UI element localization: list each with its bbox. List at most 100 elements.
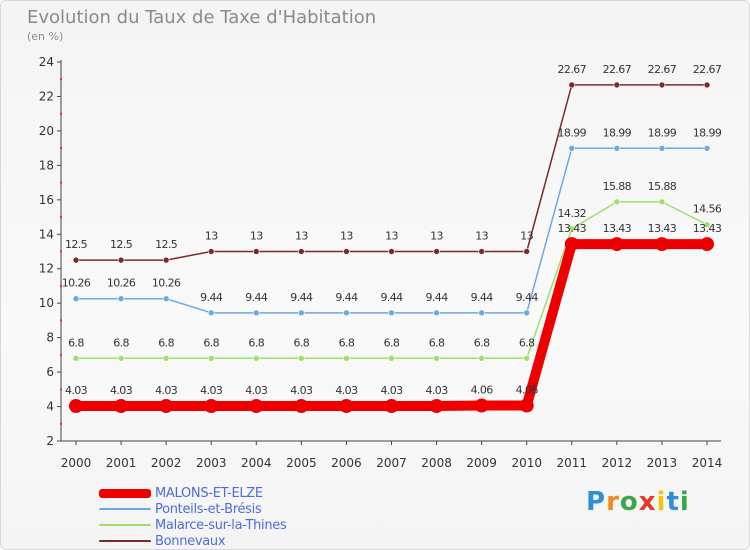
x-tick-label: 2008 bbox=[421, 456, 452, 470]
data-label: 4.03 bbox=[110, 384, 133, 397]
data-point bbox=[204, 399, 219, 414]
data-label: 4.03 bbox=[290, 384, 313, 397]
logo-letter: P bbox=[586, 487, 607, 517]
data-label: 10.26 bbox=[62, 277, 91, 290]
y-tick-label: 24 bbox=[39, 55, 54, 69]
data-point bbox=[117, 295, 125, 303]
y-minor-tick bbox=[60, 284, 62, 287]
data-label: 18.99 bbox=[693, 126, 722, 139]
data-label: 4.03 bbox=[380, 384, 403, 397]
x-tick-label: 2000 bbox=[61, 456, 92, 470]
legend-swatch bbox=[99, 488, 151, 498]
data-label: 6.8 bbox=[113, 336, 129, 349]
legend-swatch bbox=[99, 524, 151, 526]
data-point bbox=[69, 399, 83, 414]
data-label: 22.67 bbox=[558, 63, 587, 76]
data-label: 13 bbox=[250, 230, 263, 243]
data-point bbox=[249, 399, 264, 414]
data-label: 4.03 bbox=[200, 384, 223, 397]
legend-item-0: MALONS-ET-ELZE bbox=[99, 485, 286, 501]
x-tick-label: 2007 bbox=[376, 456, 407, 470]
data-label: 15.88 bbox=[648, 180, 677, 193]
y-minor-tick bbox=[60, 216, 62, 219]
data-label: 6.8 bbox=[158, 336, 174, 349]
data-point bbox=[252, 248, 260, 255]
y-minor-tick bbox=[60, 388, 62, 391]
x-tick-label: 2011 bbox=[557, 456, 588, 470]
data-label: 13 bbox=[295, 230, 308, 243]
x-tick-label: 2014 bbox=[692, 456, 723, 470]
legend-label: Ponteils-et-Brésis bbox=[155, 501, 262, 517]
data-point bbox=[162, 295, 170, 303]
data-label: 6.8 bbox=[384, 336, 400, 349]
x-tick-label: 2009 bbox=[466, 456, 497, 470]
data-label: 6.8 bbox=[248, 336, 264, 349]
y-minor-tick bbox=[60, 353, 62, 356]
data-point bbox=[564, 237, 579, 252]
data-point bbox=[568, 145, 576, 152]
legend-label: Malarce-sur-la-Thines bbox=[155, 517, 287, 533]
data-point bbox=[72, 256, 80, 264]
x-tick-label: 2013 bbox=[647, 456, 678, 470]
legend-label: MALONS-ET-ELZE bbox=[155, 485, 263, 501]
data-point bbox=[703, 221, 711, 228]
y-tick-label: 2 bbox=[46, 434, 54, 448]
data-point bbox=[703, 145, 711, 152]
y-minor-tick bbox=[60, 147, 62, 150]
legend-item-3: Bonnevaux bbox=[99, 533, 286, 549]
data-label: 12.5 bbox=[65, 238, 88, 251]
legend-swatch bbox=[99, 508, 151, 510]
chart-title: Evolution du Taux de Taxe d'Habitation bbox=[27, 7, 377, 28]
data-point bbox=[429, 399, 444, 414]
data-point bbox=[523, 309, 531, 317]
data-label: 13 bbox=[205, 230, 218, 243]
data-label: 9.44 bbox=[290, 291, 313, 304]
data-label: 13.43 bbox=[648, 222, 677, 235]
data-label: 6.8 bbox=[474, 336, 490, 349]
data-label: 13.43 bbox=[693, 222, 722, 235]
data-point bbox=[72, 355, 80, 362]
data-label: 9.44 bbox=[471, 291, 494, 304]
data-label: 6.8 bbox=[519, 336, 535, 349]
data-point bbox=[388, 248, 395, 255]
data-point bbox=[388, 355, 395, 362]
data-label: 22.67 bbox=[603, 63, 632, 76]
y-tick-label: 14 bbox=[39, 227, 54, 241]
legend-swatch bbox=[99, 540, 151, 542]
y-tick-label: 20 bbox=[39, 124, 54, 138]
data-label: 13.43 bbox=[558, 222, 587, 235]
data-point bbox=[478, 355, 485, 362]
data-point bbox=[478, 248, 485, 255]
data-label: 15.88 bbox=[603, 180, 632, 193]
data-point bbox=[609, 237, 624, 252]
y-tick-label: 22 bbox=[39, 89, 54, 103]
y-minor-tick bbox=[60, 112, 62, 115]
data-point bbox=[343, 248, 350, 255]
data-point bbox=[474, 398, 489, 413]
data-point bbox=[298, 355, 305, 362]
y-minor-tick bbox=[60, 422, 62, 425]
data-point bbox=[339, 399, 354, 414]
data-point bbox=[658, 145, 666, 152]
data-label: 13 bbox=[430, 230, 443, 243]
y-tick-label: 6 bbox=[46, 365, 54, 379]
data-point bbox=[252, 309, 260, 317]
data-point bbox=[433, 309, 440, 317]
data-label: 22.67 bbox=[693, 63, 722, 76]
data-label: 13 bbox=[475, 230, 488, 243]
data-label: 4.03 bbox=[65, 384, 88, 397]
data-label: 9.44 bbox=[245, 291, 268, 304]
y-tick-label: 18 bbox=[39, 158, 54, 172]
data-point bbox=[654, 237, 669, 252]
x-tick-label: 2010 bbox=[511, 456, 542, 470]
data-point bbox=[519, 398, 534, 413]
x-tick-label: 2001 bbox=[106, 456, 137, 470]
data-point bbox=[388, 309, 395, 317]
data-point bbox=[298, 248, 305, 255]
data-label: 9.44 bbox=[426, 291, 449, 304]
data-label: 22.67 bbox=[648, 63, 677, 76]
data-label: 13.43 bbox=[603, 222, 632, 235]
data-label: 18.99 bbox=[558, 126, 587, 139]
data-label: 6.8 bbox=[203, 336, 219, 349]
